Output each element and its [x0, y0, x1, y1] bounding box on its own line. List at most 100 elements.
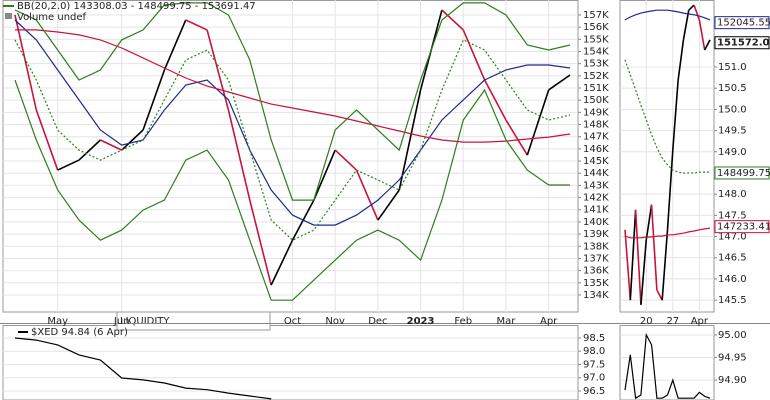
- price-badge: [714, 16, 770, 30]
- y-tick-label: 151K: [583, 83, 609, 94]
- price-badge-label: 148499.75: [717, 168, 770, 179]
- price-segment: [505, 119, 528, 156]
- y-tick-label: 153K: [583, 59, 609, 70]
- price-segment: [142, 69, 166, 131]
- liquidity-box[interactable]: [116, 311, 271, 331]
- legend-bb: BB(20,2.0) 143308.03 - 148499.75 - 15369…: [17, 1, 256, 12]
- price-segment: [693, 4, 701, 21]
- x-tick-label: Jun: [113, 316, 130, 327]
- x-tick-label: Dec: [368, 316, 387, 327]
- series-line: [14, 2, 571, 201]
- grid-layer: [2, 0, 717, 400]
- price-segment: [688, 4, 695, 11]
- panel-frame: [2, 325, 579, 400]
- y-tick-label: 150.5: [718, 83, 747, 94]
- price-segment: [398, 89, 422, 191]
- y-tick-label: 144K: [583, 168, 609, 179]
- y-tick-label: 140K: [583, 217, 609, 228]
- price-segment: [656, 289, 663, 301]
- y-tick-label: 156K: [583, 22, 609, 33]
- series-group: [624, 332, 711, 400]
- price-segment: [682, 10, 690, 40]
- price-segment: [14, 14, 38, 111]
- price-segment: [334, 149, 358, 171]
- y-tick-label: 150K: [583, 95, 609, 106]
- legend-volume: Volume undef: [17, 12, 87, 23]
- price-badge: [714, 220, 770, 234]
- price-badge-label: 147233.41: [717, 222, 770, 233]
- price-segment: [666, 150, 674, 230]
- y-tick-label: 146.0: [718, 274, 747, 285]
- y-tick-label: 145.5: [718, 295, 747, 306]
- price-segment: [677, 39, 685, 81]
- xed-title: $XED 94.84 (6 Apr): [31, 327, 128, 338]
- y-tick-label: 148K: [583, 120, 609, 131]
- price-segment: [377, 189, 400, 221]
- price-segment: [661, 229, 669, 301]
- y-tick-label: 141K: [583, 205, 609, 216]
- price-badge: [714, 36, 770, 50]
- y-tick-label: 154K: [583, 46, 609, 57]
- y-tick-label: 96.5: [583, 386, 605, 397]
- x-tick-label: Mar: [497, 316, 517, 327]
- series-line: [14, 337, 272, 400]
- y-tick-label: 134K: [583, 290, 609, 301]
- series-line: [624, 227, 711, 239]
- y-tick-label: 98.0: [583, 346, 605, 357]
- y-tick-label: 157K: [583, 10, 609, 21]
- price-segment: [35, 109, 59, 171]
- price-segment: [270, 239, 294, 286]
- y-tick-label: 147.0: [718, 232, 747, 243]
- series-line: [14, 39, 571, 241]
- price-segment: [163, 19, 187, 71]
- price-segment: [645, 204, 653, 241]
- x-tick-label: May: [47, 316, 68, 327]
- price-segment: [441, 9, 464, 31]
- price-badge-label: 151572.00: [717, 38, 770, 49]
- price-segment: [629, 209, 637, 301]
- y-tick-label: 145K: [583, 156, 609, 167]
- y-tick-label: 148.0: [718, 189, 747, 200]
- price-segment: [249, 199, 272, 286]
- price-segment: [483, 79, 507, 121]
- price-badge-label: 152045.55: [717, 18, 770, 29]
- panel-frame: [619, 325, 715, 400]
- panel-frame: [619, 0, 715, 313]
- series-layer: [14, 2, 711, 400]
- y-tick-label: 94.95: [718, 353, 747, 364]
- price-segment: [698, 19, 706, 51]
- y-tick-label: 147K: [583, 132, 609, 143]
- y-tick-label: 149.0: [718, 147, 747, 158]
- price-segment: [57, 159, 80, 171]
- y-tick-label: 151.0: [718, 62, 747, 73]
- y-tick-label: 135K: [583, 278, 609, 289]
- x-tick-label: Feb: [454, 316, 472, 327]
- price-segment: [462, 29, 486, 81]
- price-segment: [313, 149, 336, 201]
- price-segment: [703, 39, 711, 51]
- x-tick-label: 20: [640, 316, 653, 327]
- series-line: [624, 332, 711, 400]
- series-group: [14, 337, 272, 400]
- x-tick-label: Oct: [284, 316, 301, 327]
- series-line: [14, 19, 571, 226]
- liquidity-label[interactable]: LIQUIDITY: [120, 316, 170, 327]
- y-tick-label: 95.00: [718, 330, 747, 341]
- price-segment: [227, 109, 251, 201]
- series-line: [624, 9, 711, 21]
- y-tick-label: 152K: [583, 71, 609, 82]
- price-segment: [121, 129, 144, 151]
- price-segment: [548, 74, 571, 91]
- y-tick-label: 143K: [583, 180, 609, 191]
- y-tick-label: 149K: [583, 107, 609, 118]
- x-tick-label: Apr: [691, 316, 709, 327]
- price-segment: [640, 239, 648, 305]
- price-segment: [100, 139, 123, 151]
- price-badge: [714, 166, 770, 180]
- price-segment: [78, 139, 101, 161]
- price-segment: [650, 204, 658, 291]
- y-tick-label: 150.0: [718, 104, 747, 115]
- series-line: [15, 29, 571, 143]
